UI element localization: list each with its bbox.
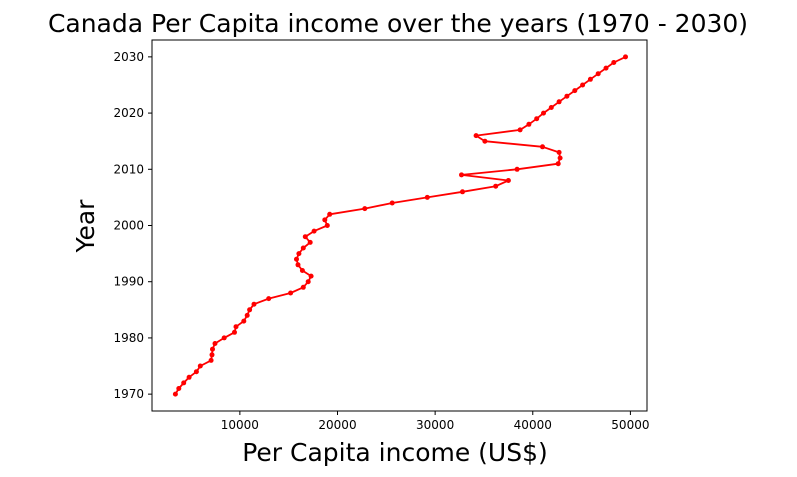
data-point bbox=[493, 183, 499, 189]
x-axis-label: Per Capita income (US$) bbox=[242, 438, 548, 467]
data-point bbox=[210, 346, 215, 352]
y-tick-label: 1970 bbox=[113, 387, 144, 401]
data-point bbox=[266, 296, 272, 302]
data-point bbox=[611, 60, 617, 65]
y-tick-label: 1990 bbox=[113, 275, 144, 289]
data-point bbox=[305, 279, 311, 285]
data-point bbox=[181, 380, 187, 386]
y-axis: 1970 1980 1990 2000 2010 2020 2030 bbox=[113, 50, 152, 401]
y-tick-label: 2010 bbox=[113, 162, 144, 176]
data-point bbox=[526, 121, 532, 127]
y-tick-label: 2020 bbox=[113, 106, 144, 120]
data-point bbox=[300, 245, 306, 251]
data-point bbox=[623, 54, 628, 60]
series-layer bbox=[172, 54, 628, 397]
data-point bbox=[603, 65, 609, 71]
data-point bbox=[186, 374, 192, 380]
series-line bbox=[174, 56, 626, 395]
x-tick-label: 10000 bbox=[221, 418, 259, 432]
data-point bbox=[302, 234, 308, 240]
data-point bbox=[209, 352, 215, 358]
x-tick-label: 30000 bbox=[416, 418, 454, 432]
data-point bbox=[308, 273, 314, 279]
y-axis-label: Year bbox=[71, 199, 100, 254]
data-point bbox=[299, 268, 305, 273]
x-tick-label: 20000 bbox=[318, 418, 356, 432]
data-point bbox=[324, 223, 330, 228]
data-point bbox=[295, 262, 301, 268]
data-point bbox=[473, 133, 479, 139]
data-point bbox=[564, 93, 570, 99]
data-point bbox=[193, 369, 199, 375]
data-point bbox=[251, 301, 257, 307]
data-point bbox=[541, 110, 546, 116]
data-point bbox=[517, 127, 523, 133]
data-point bbox=[296, 251, 302, 257]
data-point bbox=[389, 200, 395, 206]
data-point bbox=[424, 194, 430, 200]
y-tick-label: 1980 bbox=[113, 331, 144, 345]
data-point bbox=[460, 189, 465, 195]
data-point bbox=[294, 256, 299, 262]
data-point bbox=[556, 99, 562, 105]
data-point bbox=[556, 149, 562, 155]
data-point bbox=[212, 341, 218, 346]
data-point bbox=[362, 206, 368, 212]
data-point bbox=[459, 172, 464, 178]
y-tick-label: 2030 bbox=[113, 50, 144, 64]
data-point bbox=[197, 363, 203, 369]
x-tick-label: 40000 bbox=[514, 418, 552, 432]
plot-area bbox=[151, 39, 648, 412]
x-tick-label: 50000 bbox=[611, 418, 649, 432]
data-point bbox=[580, 82, 586, 88]
data-point bbox=[514, 166, 520, 172]
data-point bbox=[288, 290, 294, 296]
data-point bbox=[327, 211, 333, 217]
data-point bbox=[208, 357, 214, 363]
data-point bbox=[572, 88, 578, 94]
data-point bbox=[587, 76, 593, 82]
data-point bbox=[300, 284, 306, 290]
data-point bbox=[540, 144, 545, 150]
data-point bbox=[557, 155, 563, 161]
data-point bbox=[548, 105, 554, 110]
data-point bbox=[534, 116, 540, 122]
data-point bbox=[232, 329, 237, 335]
y-tick-label: 2000 bbox=[113, 219, 144, 233]
data-point bbox=[307, 239, 313, 245]
data-point bbox=[311, 228, 317, 234]
data-point bbox=[247, 307, 253, 313]
data-point bbox=[233, 324, 239, 330]
data-point bbox=[176, 386, 182, 391]
data-point bbox=[221, 335, 227, 341]
data-point bbox=[241, 318, 247, 324]
data-point bbox=[322, 217, 328, 223]
x-axis: 10000 20000 30000 40000 50000 bbox=[221, 411, 649, 432]
data-point bbox=[505, 178, 511, 183]
data-point bbox=[244, 312, 250, 318]
data-point bbox=[555, 161, 561, 167]
data-point bbox=[595, 71, 601, 77]
data-point bbox=[172, 391, 178, 397]
chart-title: Canada Per Capita income over the years … bbox=[48, 9, 748, 38]
data-point bbox=[482, 138, 488, 144]
